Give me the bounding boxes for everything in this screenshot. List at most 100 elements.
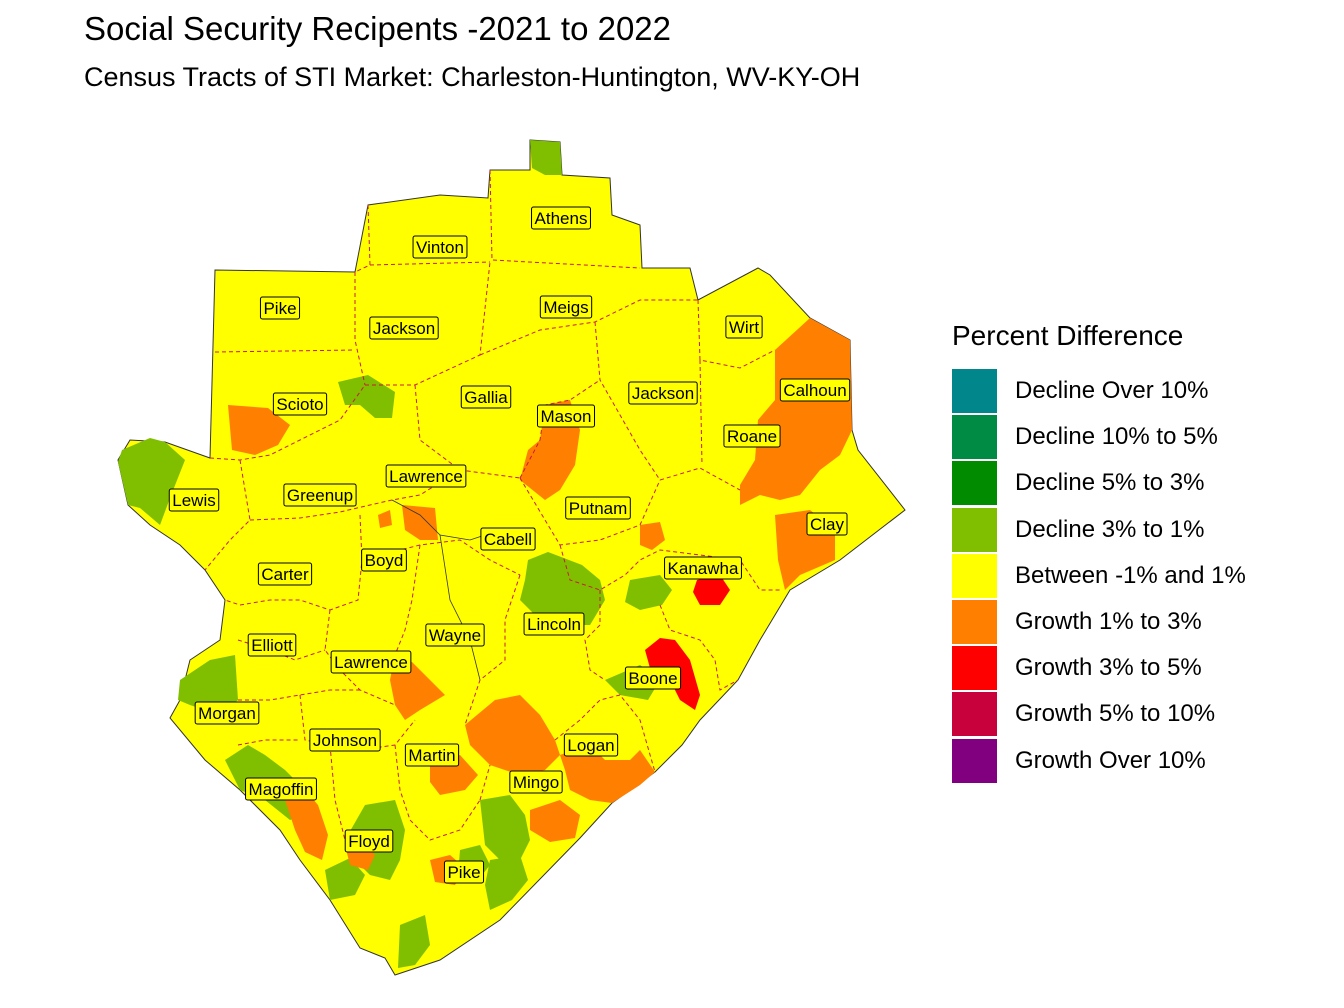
county-label: Boone [624,666,682,690]
legend-swatch [952,600,997,645]
legend-label: Decline Over 10% [1015,377,1209,405]
legend-swatch [952,738,997,783]
county-label: Putnam [565,496,631,520]
county-label-box [369,316,439,340]
county-label-box [344,829,394,853]
county-label-text: Lincoln [527,615,581,634]
county-label-text: Boyd [365,551,404,570]
county-label-text: Putnam [569,499,628,518]
county-label-box [168,488,220,512]
county-label-box [283,483,357,507]
county-label: Jackson [628,381,698,405]
choropleth-map: Athens Vinton Meigs Pike Jackson Wirt Calhoun S… [117,139,906,976]
county-label: Meigs [539,295,593,319]
legend-item: Decline 3% to 1% [952,507,1246,553]
county-label-text: Lawrence [389,467,463,486]
county-label-box [194,701,260,725]
county-label-box [385,464,467,488]
county-label: Pike [259,296,301,320]
county-label-text: Jackson [373,319,435,338]
county-label-box [628,381,698,405]
map-subtitle: Census Tracts of STI Market: Charleston-… [84,62,861,92]
legend-label: Growth 5% to 10% [1015,700,1216,728]
county-label-text: Scioto [276,395,323,414]
county-label-box [806,512,848,536]
county-label-box [539,295,593,319]
county-label-text: Wayne [429,626,481,645]
county-label-box [509,770,563,794]
county-label: Greenup [283,483,357,507]
legend-item: Growth 5% to 10% [952,691,1246,737]
county-label-text: Magoffin [249,780,314,799]
county-label: Johnson [309,728,381,752]
legend-swatch [952,692,997,737]
county-label: Lawrence [330,650,412,674]
county-label-box [779,378,851,402]
legend-item: Decline 10% to 5% [952,414,1246,460]
county-label-box [523,612,585,636]
map-title: Social Security Recipents -2021 to 2022 [84,10,672,47]
legend-title: Percent Difference [952,320,1184,351]
county-label-box [247,633,297,657]
legend-item: Growth 3% to 5% [952,645,1246,691]
county-label: Pike [443,860,485,884]
county-label-text: Vinton [416,238,464,257]
legend: Percent Difference Decline Over 10% Decl… [952,320,1246,784]
county-label: Logan [563,733,619,757]
county-label-text: Elliott [251,636,293,655]
county-label: Carter [257,562,313,586]
county-label: Clay [806,512,848,536]
county-label-text: Pike [447,863,480,882]
county-label-box [536,404,596,428]
county-label: Wayne [425,623,485,647]
county-label: Lincoln [523,612,585,636]
county-label-box [361,548,407,572]
legend-item: Between -1% and 1% [952,553,1246,599]
legend-item: Decline Over 10% [952,368,1246,414]
county-label: Athens [531,206,591,230]
county-label-box [725,315,763,339]
legend-swatch [952,507,997,552]
county-label-text: Boone [628,669,677,688]
county-label: Floyd [344,829,394,853]
county-label-box [245,777,317,801]
county-label: Gallia [460,385,512,409]
legend-item: Decline 5% to 3% [952,460,1246,506]
county-label: Lewis [168,488,220,512]
county-label: Kanawha [664,556,742,580]
legend-label: Growth 1% to 3% [1015,608,1202,636]
county-label: Roane [723,424,781,448]
county-label-text: Pike [263,299,296,318]
county-label-box [309,728,381,752]
county-label-text: Meigs [543,298,588,317]
county-label: Elliott [247,633,297,657]
county-label-text: Morgan [198,704,256,723]
county-label: Mason [536,404,596,428]
county-label: Boyd [361,548,407,572]
county-label-box [565,496,631,520]
county-label-box [563,733,619,757]
county-label: Lawrence [385,464,467,488]
county-label-text: Jackson [632,384,694,403]
county-label: Scioto [272,392,328,416]
county-label-text: Clay [810,515,845,534]
county-label-text: Calhoun [783,381,846,400]
county-label-text: Kanawha [668,559,739,578]
legend-swatch [952,369,997,414]
legend-label: Decline 5% to 3% [1015,469,1205,497]
county-label-box [272,392,328,416]
legend-label: Growth 3% to 5% [1015,654,1202,682]
county-label-text: Roane [727,427,777,446]
county-label-text: Carter [261,565,309,584]
county-label-box [404,743,460,767]
county-label-box [412,235,468,259]
legend-swatch [952,646,997,691]
county-label: Calhoun [779,378,851,402]
state-lines [391,499,501,681]
county-label-text: Greenup [287,486,353,505]
legend-swatch [952,415,997,460]
county-label-text: Cabell [484,530,532,549]
county-label: Wirt [725,315,763,339]
county-label-text: Mason [540,407,591,426]
county-label-box [425,623,485,647]
